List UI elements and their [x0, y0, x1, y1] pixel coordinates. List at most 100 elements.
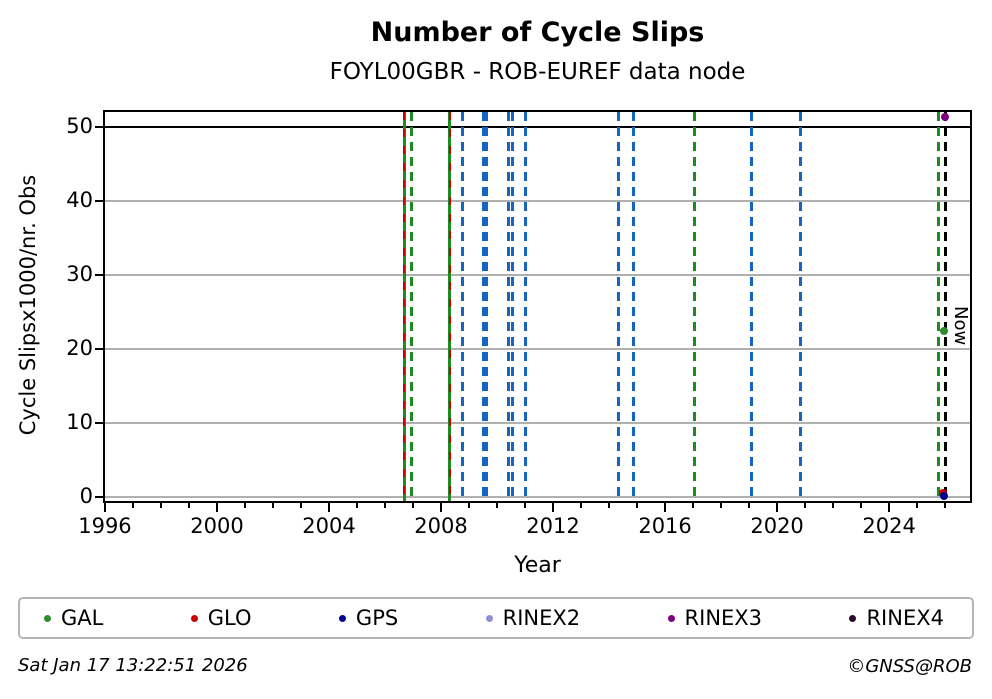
- legend-marker-rinex4-icon: [849, 614, 857, 622]
- x-minor-tick-1997: [131, 503, 134, 508]
- gridline-y-30: [105, 274, 970, 277]
- event-line-2010.56: [511, 112, 515, 501]
- x-minor-tick-2003: [299, 503, 302, 508]
- x-tick-label-2000: 2000: [190, 514, 244, 538]
- y-tick-label-30: 30: [66, 262, 93, 287]
- y-tick-50: [95, 126, 103, 129]
- y-tick-label-50: 50: [66, 114, 93, 139]
- gridline-y-0: [105, 496, 970, 499]
- x-tick-1996: [103, 503, 106, 512]
- chart-subtitle: FOYL00GBR - ROB-EUREF data node: [329, 59, 746, 85]
- data-point-rinex3: [940, 113, 949, 122]
- x-minor-tick-2022: [832, 503, 835, 508]
- y-tick-30: [95, 274, 103, 277]
- legend-label-rinex3: RINEX3: [684, 606, 763, 630]
- x-minor-tick-2009: [468, 503, 471, 508]
- plot-area: [103, 110, 972, 503]
- x-minor-tick-2026: [944, 503, 947, 508]
- legend-item-rinex2: RINEX2: [485, 606, 580, 630]
- x-tick-label-2008: 2008: [414, 514, 468, 538]
- x-minor-tick-2018: [720, 503, 723, 508]
- legend-item-gps: GPS: [338, 606, 399, 630]
- x-minor-tick-2001: [243, 503, 246, 508]
- x-minor-tick-2010: [496, 503, 499, 508]
- legend-label-gps: GPS: [355, 606, 399, 630]
- x-tick-label-2016: 2016: [638, 514, 692, 538]
- event-line-2020.82: [798, 112, 802, 501]
- legend-marker-gps-icon: [338, 614, 346, 622]
- y-axis-label: Cycle Slipsx1000/nr. Obs: [16, 174, 40, 436]
- event-line-2006.68: [403, 112, 406, 501]
- y-tick-label-20: 20: [66, 336, 93, 361]
- y-tick-label-40: 40: [66, 188, 93, 213]
- x-tick-2020: [776, 503, 779, 512]
- legend-item-gal: GAL: [44, 606, 103, 630]
- x-minor-tick-2007: [412, 503, 415, 508]
- y-tick-label-10: 10: [66, 410, 93, 435]
- x-tick-2024: [888, 503, 891, 512]
- event-line-2014.34: [617, 112, 621, 501]
- x-minor-tick-2006: [384, 503, 386, 508]
- x-minor-tick-2011: [524, 503, 527, 508]
- legend-label-gal: GAL: [61, 606, 104, 630]
- x-tick-2008: [440, 503, 443, 512]
- data-point-gps: [939, 491, 948, 500]
- x-minor-tick-2014: [608, 503, 611, 508]
- legend-item-rinex4: RINEX4: [849, 606, 944, 630]
- y-tick-label-0: 0: [79, 484, 93, 509]
- event-line-2008.75: [460, 112, 464, 501]
- event-line-2019.07: [749, 112, 753, 501]
- x-tick-label-1996: 1996: [78, 514, 132, 538]
- data-point-gal: [939, 327, 948, 336]
- now-label: Now: [950, 306, 971, 346]
- legend-item-glo: GLO: [190, 606, 252, 630]
- x-minor-tick-2019: [748, 503, 751, 508]
- x-tick-2004: [328, 503, 330, 512]
- x-minor-tick-1999: [187, 503, 190, 508]
- x-minor-tick-2013: [580, 503, 583, 508]
- x-axis-label: Year: [514, 553, 561, 578]
- event-line-2017.04: [692, 112, 696, 501]
- gridline-y-40: [105, 200, 970, 203]
- y-tick-10: [95, 422, 103, 425]
- x-tick-label-2012: 2012: [526, 514, 580, 538]
- legend-marker-glo-icon: [190, 614, 198, 622]
- x-tick-label-2020: 2020: [750, 514, 804, 538]
- now-line: [944, 112, 948, 501]
- event-line-2025.75: [936, 112, 940, 501]
- x-minor-tick-2017: [692, 503, 695, 508]
- gridline-y-10: [105, 422, 970, 425]
- x-minor-tick-2021: [804, 503, 807, 508]
- x-tick-label-2004: 2004: [302, 514, 356, 538]
- x-tick-2016: [664, 503, 667, 512]
- x-minor-tick-2023: [860, 503, 863, 508]
- event-line-2006.96: [410, 112, 414, 501]
- x-minor-tick-2002: [271, 503, 274, 508]
- y-tick-0: [95, 496, 103, 499]
- x-minor-tick-2005: [356, 503, 358, 508]
- x-minor-tick-1998: [159, 503, 162, 508]
- x-minor-tick-2025: [916, 503, 919, 508]
- x-minor-tick-2015: [636, 503, 639, 508]
- copyright: ©GNSS@ROB: [847, 656, 972, 677]
- event-line-2011.03: [524, 112, 528, 501]
- timestamp: Sat Jan 17 13:22:51 2026: [18, 655, 248, 676]
- legend-marker-rinex2-icon: [485, 614, 493, 622]
- event-line-2008.32: [448, 112, 451, 501]
- event-line-2009.5: [481, 112, 485, 501]
- legend-label-rinex4: RINEX4: [866, 606, 944, 630]
- x-tick-2012: [552, 503, 555, 512]
- y-tick-20: [95, 348, 103, 351]
- x-tick-2000: [215, 503, 218, 512]
- legend-item-rinex3: RINEX3: [667, 606, 763, 630]
- event-line-2014.88: [632, 112, 636, 501]
- event-line-2010.4: [506, 112, 510, 501]
- legend-label-glo: GLO: [207, 606, 252, 630]
- y-tick-40: [95, 200, 103, 203]
- x-tick-label-2024: 2024: [862, 514, 916, 538]
- legend-marker-rinex3-icon: [667, 614, 675, 622]
- legend-marker-gal-icon: [44, 614, 51, 622]
- event-line-2009.61: [484, 112, 488, 501]
- chart-title: Number of Cycle Slips: [370, 17, 705, 48]
